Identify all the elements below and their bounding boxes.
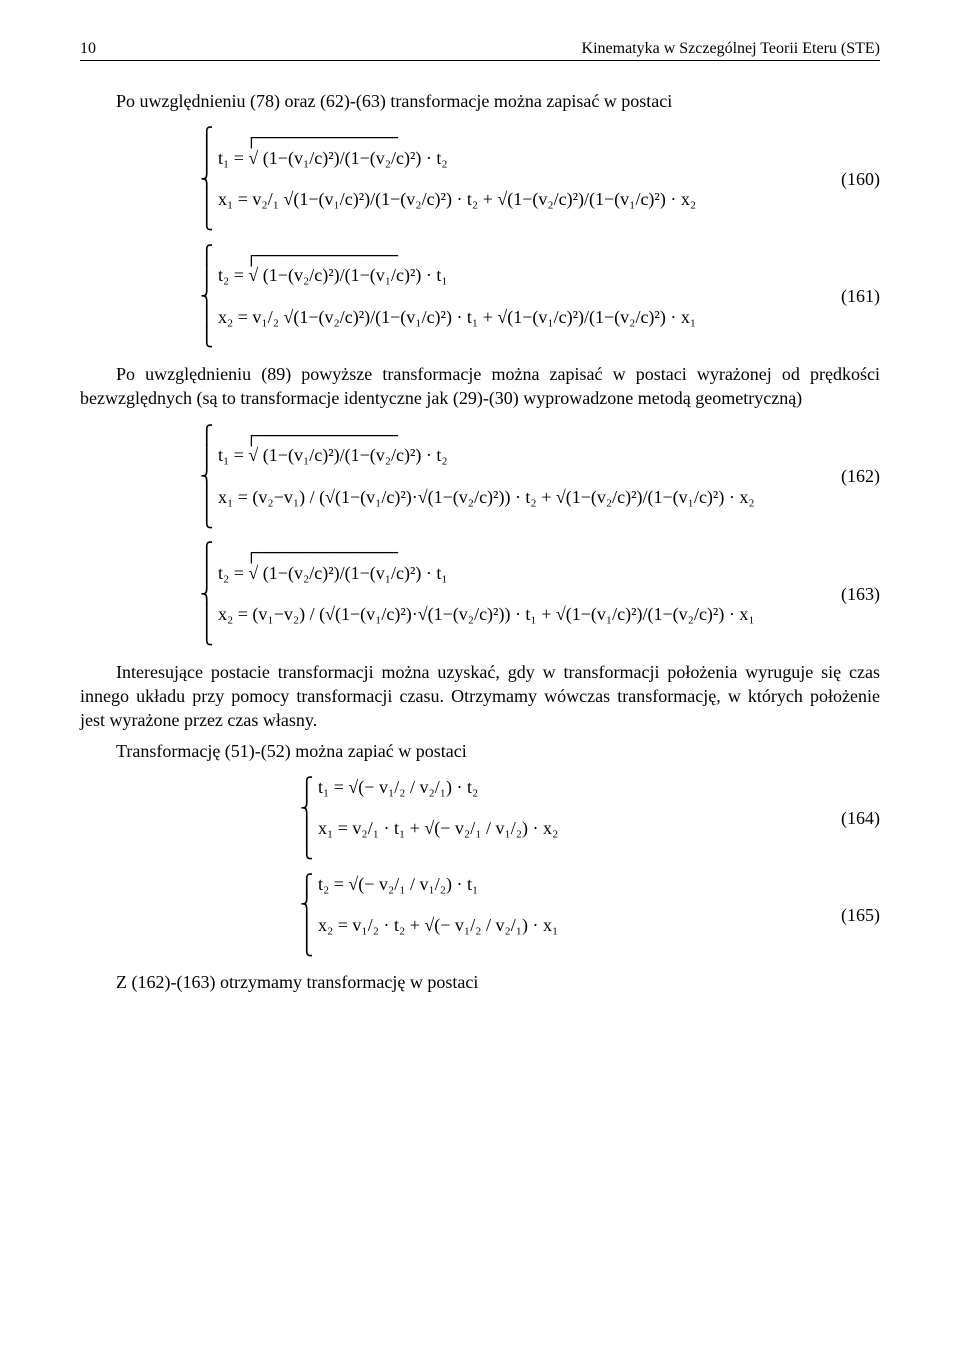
equation-162-number: (162) [820,464,880,488]
equation-160-number: (160) [820,167,880,191]
equation-165: ⎧ t₂ = √(− v₂/₁ / v₁/₂) · t₁ ⎨ ⎪ x₂ = v₁… [80,874,880,957]
body: Po uwzględnieniu (78) oraz (62)-(63) tra… [80,89,880,995]
equation-164-content: ⎧ t₁ = √(− v₁/₂ / v₂/₁) · t₂ ⎨ ⎪ x₁ = v₂… [80,777,820,860]
equation-163: ⎧ ┌─────────── ⎪ t₂ = √ (1−(v₂/c)²)/(1−(… [80,542,880,645]
equation-164-number: (164) [820,806,880,830]
equation-160: ⎧ ┌─────────── ⎪ t₁ = √ (1−(v₁/c)²)/(1−(… [80,127,880,230]
paragraph-2: Po uwzględnieniu (89) powyższe transform… [80,362,880,411]
equation-161-number: (161) [820,284,880,308]
equation-165-content: ⎧ t₂ = √(− v₂/₁ / v₁/₂) · t₁ ⎨ ⎪ x₂ = v₁… [80,874,820,957]
equation-163-content: ⎧ ┌─────────── ⎪ t₂ = √ (1−(v₂/c)²)/(1−(… [80,542,820,645]
equation-165-number: (165) [820,903,880,927]
equation-161-content: ⎧ ┌─────────── ⎪ t₂ = √ (1−(v₂/c)²)/(1−(… [80,245,820,348]
paragraph-1: Po uwzględnieniu (78) oraz (62)-(63) tra… [80,89,880,113]
paragraph-3: Interesujące postacie transformacji możn… [80,660,880,733]
equation-164: ⎧ t₁ = √(− v₁/₂ / v₂/₁) · t₂ ⎨ ⎪ x₁ = v₂… [80,777,880,860]
page-number: 10 [80,40,96,58]
equation-161: ⎧ ┌─────────── ⎪ t₂ = √ (1−(v₂/c)²)/(1−(… [80,245,880,348]
page: 10 Kinematyka w Szczególnej Teorii Eteru… [0,0,960,1368]
paragraph-5: Z (162)-(163) otrzymamy transformację w … [80,970,880,994]
equation-162-content: ⎧ ┌─────────── ⎪ t₁ = √ (1−(v₁/c)²)/(1−(… [80,425,820,528]
equation-162: ⎧ ┌─────────── ⎪ t₁ = √ (1−(v₁/c)²)/(1−(… [80,425,880,528]
page-header: 10 Kinematyka w Szczególnej Teorii Eteru… [80,40,880,61]
equation-160-content: ⎧ ┌─────────── ⎪ t₁ = √ (1−(v₁/c)²)/(1−(… [80,127,820,230]
paragraph-4: Transformację (51)-(52) można zapiać w p… [80,739,880,763]
equation-163-number: (163) [820,582,880,606]
header-title: Kinematyka w Szczególnej Teorii Eteru (S… [582,40,880,58]
